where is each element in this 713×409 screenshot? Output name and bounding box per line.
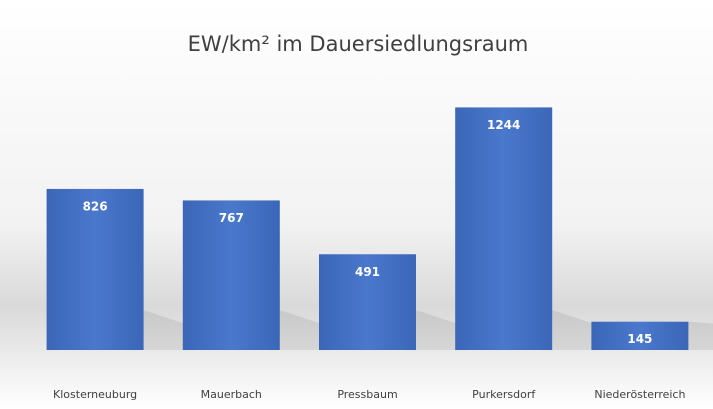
- x-tick-label: Mauerbach: [201, 388, 262, 401]
- bar: [591, 321, 689, 350]
- bar-shadow: [688, 321, 713, 350]
- x-tick-label: Purkersdorf: [472, 388, 536, 401]
- bar-shadow: [143, 310, 189, 350]
- chart-title: EW/km² im Dauersiedlungsraum: [188, 32, 529, 56]
- bar: [319, 254, 416, 350]
- bar: [455, 107, 553, 350]
- data-label: 1244: [487, 118, 520, 132]
- data-label: 767: [219, 211, 244, 225]
- x-tick-label: Niederösterreich: [594, 388, 685, 401]
- x-tick-label: Klosterneuburg: [53, 388, 137, 401]
- data-label: 826: [83, 199, 108, 213]
- bar: [46, 188, 144, 350]
- data-label: 145: [627, 332, 652, 346]
- bar-shadow: [279, 310, 325, 350]
- bar-shadow: [416, 310, 461, 350]
- bar-shadow: [552, 310, 598, 350]
- bar: [182, 200, 280, 350]
- data-label: 491: [355, 265, 380, 279]
- x-tick-label: Pressbaum: [337, 388, 397, 401]
